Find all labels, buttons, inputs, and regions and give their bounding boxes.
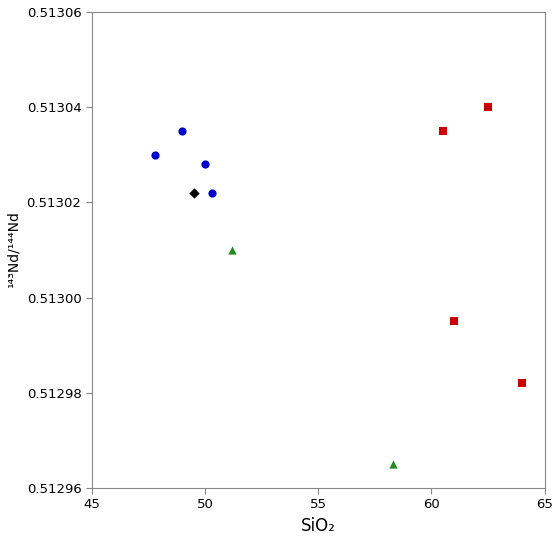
Point xyxy=(483,103,492,112)
Point xyxy=(189,189,198,197)
Point xyxy=(389,460,398,469)
Point xyxy=(200,160,209,169)
Point xyxy=(438,127,447,136)
Point xyxy=(207,189,216,197)
X-axis label: SiO₂: SiO₂ xyxy=(301,517,335,535)
Point xyxy=(228,246,237,254)
Point xyxy=(151,151,160,159)
Y-axis label: ¹⁴³Nd/¹⁴⁴Nd: ¹⁴³Nd/¹⁴⁴Nd xyxy=(7,211,21,288)
Point xyxy=(450,317,459,326)
Point xyxy=(517,379,526,388)
Point xyxy=(178,127,187,136)
